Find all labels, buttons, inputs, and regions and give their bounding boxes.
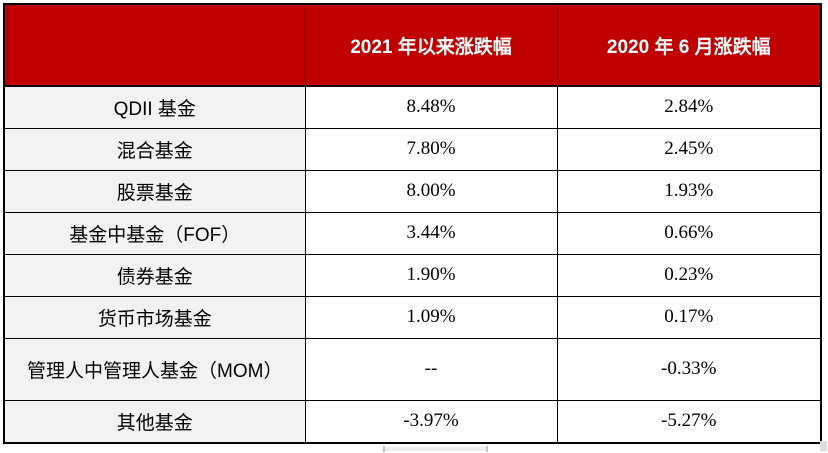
value-2021: -- <box>304 337 558 401</box>
table-row-equity: 股票基金 8.00% 1.93% <box>3 169 822 213</box>
row-label: 其他基金 <box>3 399 306 444</box>
value-2021: 7.80% <box>304 127 558 171</box>
scrollbar-artifact <box>384 447 487 451</box>
row-label: 混合基金 <box>3 127 306 171</box>
table-row-other: 其他基金 -3.97% -5.27% <box>3 399 822 444</box>
table-row-bond: 债券基金 1.90% 0.23% <box>3 253 822 297</box>
header-cell-2020-june: 2020 年 6 月涨跌幅 <box>556 3 822 87</box>
table-row-mom: 管理人中管理人基金（MOM） -- -0.33% <box>3 337 822 401</box>
header-cell-2021-ytd: 2021 年以来涨跌幅 <box>304 3 558 87</box>
value-2021: 8.48% <box>304 85 558 129</box>
scrollbar-artifact-tick <box>383 446 385 452</box>
value-2021: 3.44% <box>304 211 558 255</box>
value-2020: 2.84% <box>556 85 822 129</box>
row-label: 货币市场基金 <box>3 295 306 339</box>
value-2020: 2.45% <box>556 127 822 171</box>
table-header-row: 2021 年以来涨跌幅 2020 年 6 月涨跌幅 <box>3 3 822 87</box>
value-2021: -3.97% <box>304 399 558 444</box>
value-2020: 1.93% <box>556 169 822 213</box>
row-label: 债券基金 <box>3 253 306 297</box>
value-2020: -5.27% <box>556 399 822 444</box>
header-cell-empty <box>3 3 306 87</box>
row-label: QDII 基金 <box>3 85 306 129</box>
scrollbar-artifact-tick <box>486 446 488 452</box>
value-2021: 1.90% <box>304 253 558 297</box>
value-2020: -0.33% <box>556 337 822 401</box>
row-label: 基金中基金（FOF） <box>3 211 306 255</box>
value-2021: 8.00% <box>304 169 558 213</box>
table-row-fof: 基金中基金（FOF） 3.44% 0.66% <box>3 211 822 255</box>
fund-returns-table: 2021 年以来涨跌幅 2020 年 6 月涨跌幅 QDII 基金 8.48% … <box>3 3 822 444</box>
resize-handle-artifact <box>820 441 827 451</box>
row-label: 管理人中管理人基金（MOM） <box>3 337 306 401</box>
row-label: 股票基金 <box>3 169 306 213</box>
value-2020: 0.23% <box>556 253 822 297</box>
table-row-money-market: 货币市场基金 1.09% 0.17% <box>3 295 822 339</box>
table-row-hybrid: 混合基金 7.80% 2.45% <box>3 127 822 171</box>
value-2020: 0.66% <box>556 211 822 255</box>
value-2021: 1.09% <box>304 295 558 339</box>
table-row-qdii: QDII 基金 8.48% 2.84% <box>3 85 822 129</box>
value-2020: 0.17% <box>556 295 822 339</box>
